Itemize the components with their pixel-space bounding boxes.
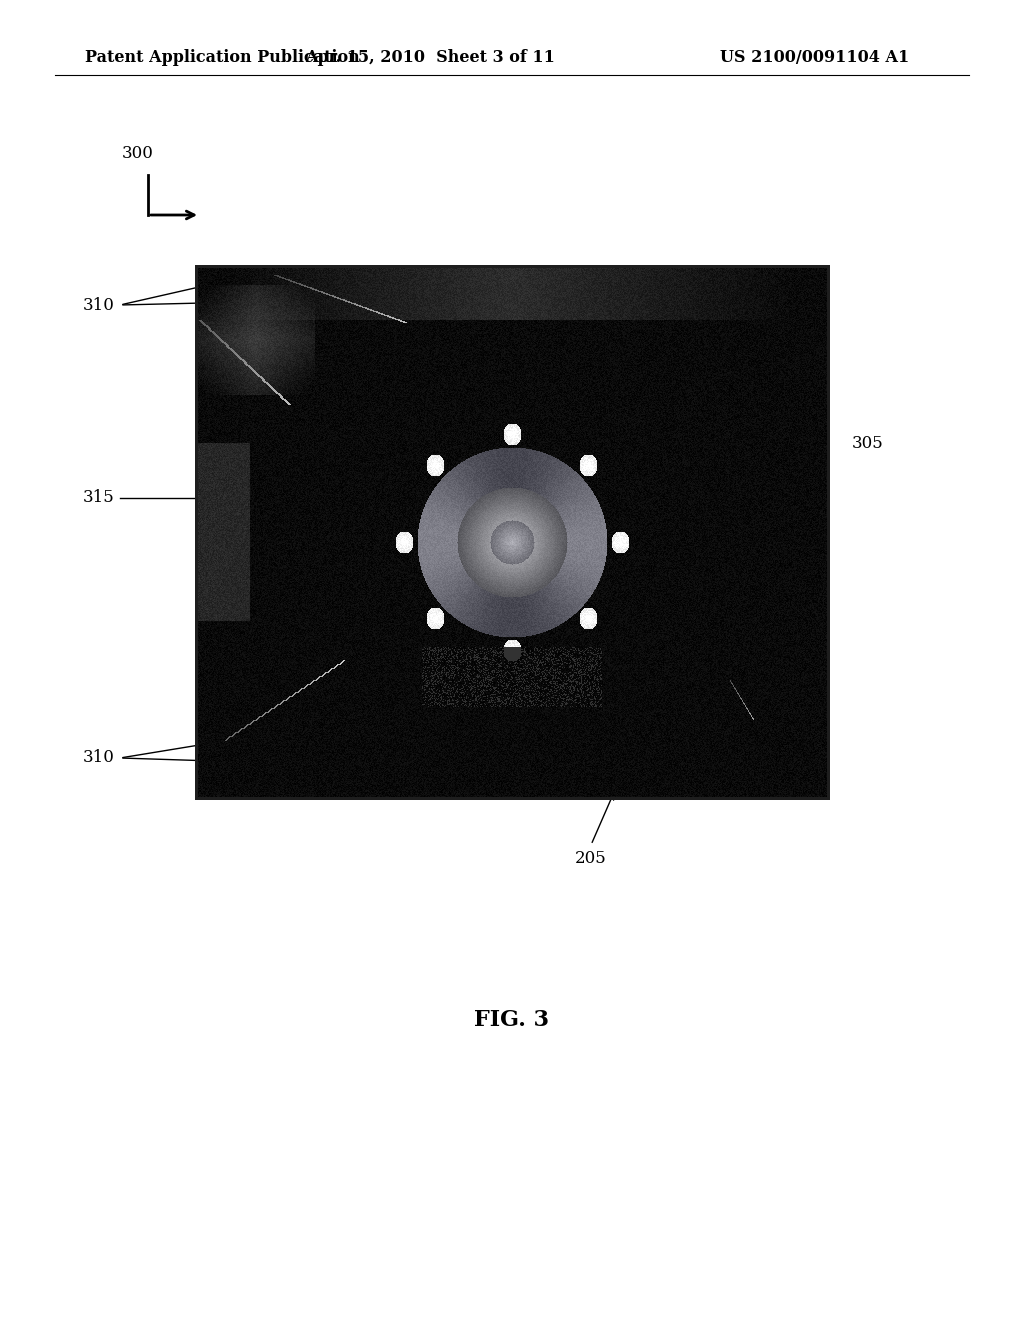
Text: 310: 310 bbox=[83, 297, 115, 314]
Text: 310: 310 bbox=[83, 750, 115, 767]
Text: 305: 305 bbox=[852, 434, 884, 451]
Text: 205: 205 bbox=[575, 850, 607, 867]
Text: 315: 315 bbox=[83, 490, 115, 507]
Text: FIG. 3: FIG. 3 bbox=[474, 1008, 550, 1031]
Text: Apr. 15, 2010  Sheet 3 of 11: Apr. 15, 2010 Sheet 3 of 11 bbox=[305, 49, 555, 66]
Text: US 2100/0091104 A1: US 2100/0091104 A1 bbox=[720, 49, 909, 66]
Text: Patent Application Publication: Patent Application Publication bbox=[85, 49, 359, 66]
Text: 300: 300 bbox=[122, 145, 154, 162]
